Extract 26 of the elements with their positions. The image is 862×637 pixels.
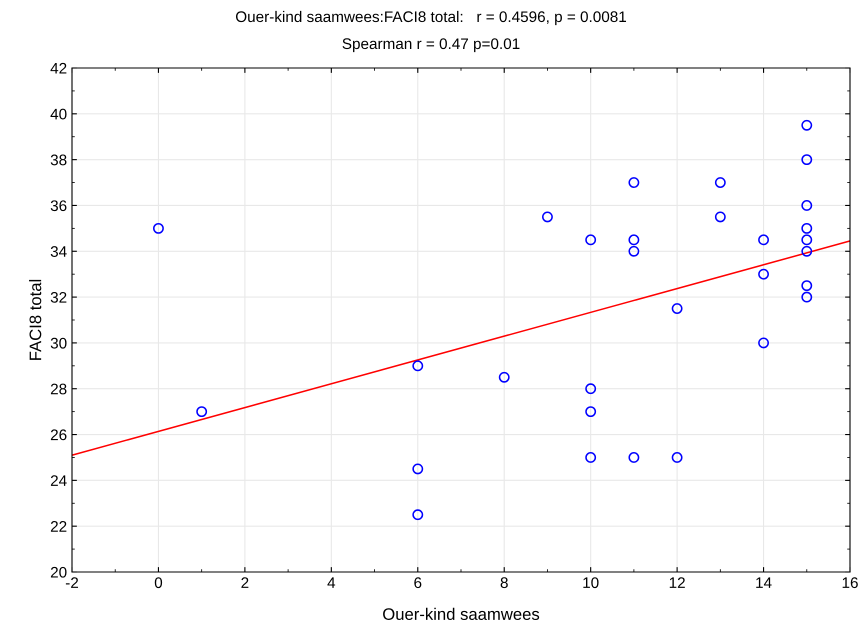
- x-axis-title: Ouer-kind saamwees: [383, 608, 540, 620]
- y-tick-label: 22: [50, 521, 66, 532]
- y-tick-label: 32: [50, 292, 66, 303]
- y-tick-label: 34: [50, 246, 67, 257]
- x-tick-label: -2: [66, 577, 78, 588]
- y-tick-label: 38: [50, 154, 66, 166]
- y-tick-label: 42: [50, 62, 66, 74]
- x-tick-label: 10: [583, 577, 599, 588]
- x-tick-label: 12: [670, 577, 685, 588]
- x-tick-label: 0: [154, 577, 162, 588]
- y-tick-label: 26: [50, 429, 66, 440]
- y-axis-title: FACI8 total: [29, 280, 42, 360]
- y-tick-label: 28: [50, 384, 66, 394]
- y-tick-label: 30: [50, 338, 67, 349]
- y-tick-label: 40: [50, 108, 67, 120]
- x-tick-label: 4: [327, 577, 336, 588]
- y-tick-label: 24: [50, 475, 67, 486]
- y-tick-label: 36: [50, 200, 66, 212]
- x-tick-label: 2: [241, 577, 248, 588]
- chart-subtitle: Spearman r = 0.47 p=0.01: [342, 38, 520, 52]
- x-tick-label: 6: [414, 577, 422, 588]
- chart-title: Ouer-kind saamwees:FACI8 total: r = 0.4596, p = 0.0081: [236, 10, 626, 26]
- x-tick-label: 8: [500, 577, 508, 588]
- y-tick-label: 20: [50, 566, 67, 578]
- x-tick-label: 16: [842, 577, 858, 588]
- x-tick-label: 14: [756, 577, 772, 588]
